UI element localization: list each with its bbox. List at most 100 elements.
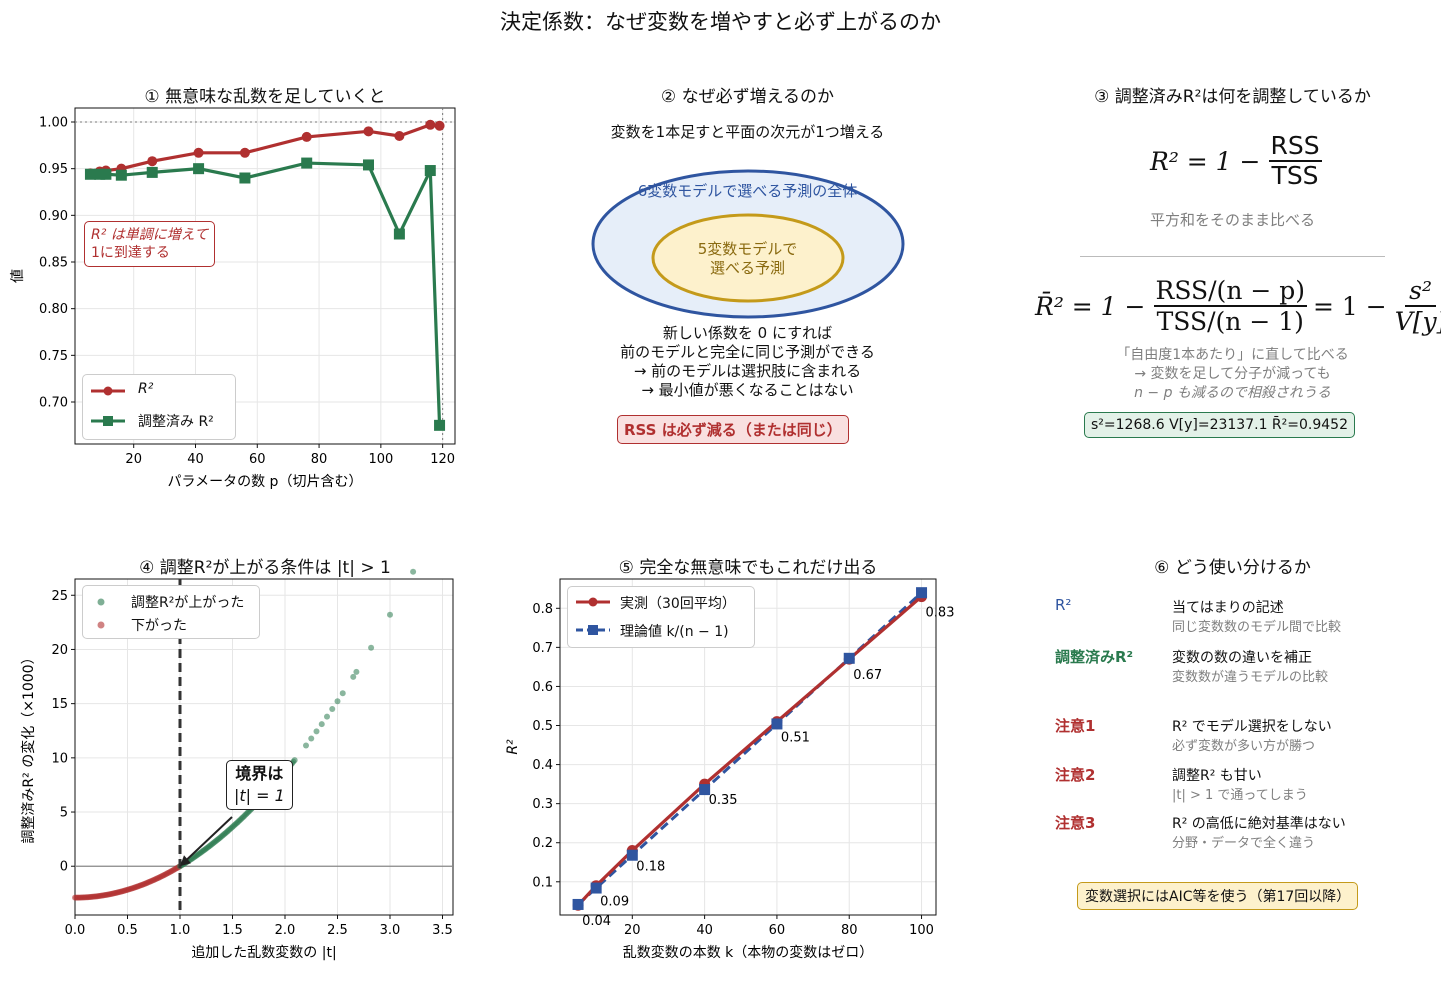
p5-ytick-label: 0.4 [532,758,553,773]
formula-adj-r2: R̄² = 1 − RSS/(n − p) TSS/(n − 1) = 1 − … [1035,276,1441,336]
p1-point-r2 [434,120,445,131]
p4-point-up [339,690,346,697]
legend-r2-label: R² [138,381,154,397]
rss-callout: RSS は必ず減る（または同じ） [617,415,849,444]
p4-point-up [353,668,360,675]
p5-point-theory [699,784,711,796]
p4-ylabel: 調整済みR² の変化（×1000） [20,650,37,843]
stats-box: s²=1268.6 V[y]=23137.1 R̄²=0.9452 [1084,412,1355,438]
p4-xtick-label: 0.0 [65,923,86,938]
p1-xtick-label: 100 [368,452,393,467]
p5-ytick-label: 0.5 [532,719,553,734]
panel2-subtitle: 変数を1本足すと平面の次元が1つ増える [610,123,885,141]
footer-note: 変数選択にはAIC等を使う（第17回以降） [1077,882,1359,910]
p4-ytick-label: 20 [51,643,68,658]
p1-point-r2 [147,156,158,167]
p4-xtick-label: 3.5 [432,923,453,938]
p1-frame [74,107,456,445]
legend-theory-label: 理論値 k/(n − 1) [620,624,729,640]
p1-point-adj [424,165,436,177]
p4-xtick-label: 0.5 [117,923,138,938]
p4-xtick-label: 3.0 [380,923,401,938]
panel2-explanation: 新しい係数を 0 にすれば 前のモデルと完全に同じ予測ができる → 前のモデルは… [620,324,875,399]
usage-sub: 同じ変数数のモデル間で比較 [1172,620,1342,635]
p5-data-label: 0.83 [926,606,955,621]
panel5-chart: 20 40 60 80 100 0.1 0.2 0.3 0.4 0.5 0.6 0.7 0.8 乱数変数の… [505,578,955,961]
p5-data-label: 0.04 [582,914,611,929]
p5-ytick-label: 0.3 [532,797,553,812]
p5-data-label: 0.67 [853,668,882,683]
p1-ytick-label: 0.75 [39,349,68,364]
panel1-annotation: R² は単調に増えて 1に到達する [84,221,216,267]
usage-sub: 分野・データで全く違う [1172,836,1316,851]
p1-point-adj [434,419,446,431]
p1-point-adj [301,157,313,169]
p4-ytick-label: 5 [60,806,68,821]
p4-point-up [410,568,417,575]
p5-ytick-label: 0.1 [532,875,553,890]
p1-point-r2 [394,131,405,141]
note2: 「自由度1本あたり」に直して比べる → 変数を足して分子が減っても n − p … [1116,347,1349,401]
usage-sub: |t| > 1 で通ってしまう [1172,788,1308,803]
p5-point-theory [916,587,928,599]
p1-point-r2 [425,119,436,130]
note1: 平方和をそのまま比べる [1149,211,1315,229]
usage-key: 注意2 [1055,766,1096,784]
p4-point-up [303,742,309,749]
divider [1080,256,1385,257]
p5-ytick-label: 0.8 [532,602,553,617]
panel1-title: ① 無意味な乱数を足していくと [144,87,386,107]
p1-xtick-label: 80 [311,452,328,467]
p5-point-theory [843,652,855,664]
usage-key: 調整済みR² [1055,648,1134,666]
p1-point-adj [84,168,96,180]
legend-down-label: 下がった [131,618,187,634]
usage-sub: 変数数が違うモデルの比較 [1172,670,1329,685]
p5-ytick-label: 0.7 [532,641,553,656]
p1-ytick-label: 1.00 [39,116,68,131]
p4-annotation-arrow [182,816,233,864]
p4-point-up [387,611,393,618]
p1-ytick-label: 0.90 [39,209,68,224]
legend-adj-label: 調整済み R² [138,414,214,430]
p5-data-label: 0.09 [600,895,629,910]
p1-ytick-label: 0.70 [39,396,68,411]
p4-point-up [329,705,336,712]
p5-point-theory [590,882,602,894]
usage-desc: 変数の数の違いを補正 [1172,650,1312,666]
usage-key: R² [1055,596,1072,614]
p5-xtick-label: 20 [624,923,641,938]
p5-data-label: 0.18 [636,860,665,875]
usage-key: 注意1 [1055,717,1096,735]
usage-desc: 当てはまりの記述 [1172,600,1284,616]
p5-xtick-label: 100 [909,923,934,938]
p4-point-up [291,757,298,764]
p1-point-adj [115,169,127,181]
panel4-legend: 調整R²が上がった 下がった [82,585,260,639]
p4-xtick-label: 1.5 [222,923,243,938]
panel2-diagram [591,169,905,319]
p4-ytick-label: 0 [60,860,68,875]
p1-point-adj [362,159,374,171]
panel6-title: ⑥ どう使い分けるか [1154,558,1311,578]
p1-ytick-label: 0.80 [39,302,68,317]
p4-ytick-label: 15 [51,697,68,712]
p4-point-up [313,728,320,735]
p1-xtick-label: 20 [125,452,142,467]
inner-ellipse [651,213,845,303]
p1-xtick-label: 40 [187,452,204,467]
usage-desc: R² でモデル選択をしない [1172,719,1332,735]
p4-point-up [350,673,357,680]
p4-frame [74,578,454,916]
usage-key: 注意3 [1055,814,1096,832]
p5-point-theory [771,718,783,730]
formula-r2: R² = 1 − RSS TSS [1150,131,1322,190]
panel3-title: ③ 調整済みR²は何を調整しているか [1094,87,1371,107]
p4-point-up [334,698,341,705]
p4-point-up [308,735,315,742]
p1-point-adj [100,168,112,180]
p1-ytick-label: 0.85 [39,256,68,271]
legend-up-label: 調整R²が上がった [131,595,245,611]
inner-label: 5変数モデルで 選べる予測 [697,240,798,277]
p5-xtick-label: 80 [841,923,858,938]
